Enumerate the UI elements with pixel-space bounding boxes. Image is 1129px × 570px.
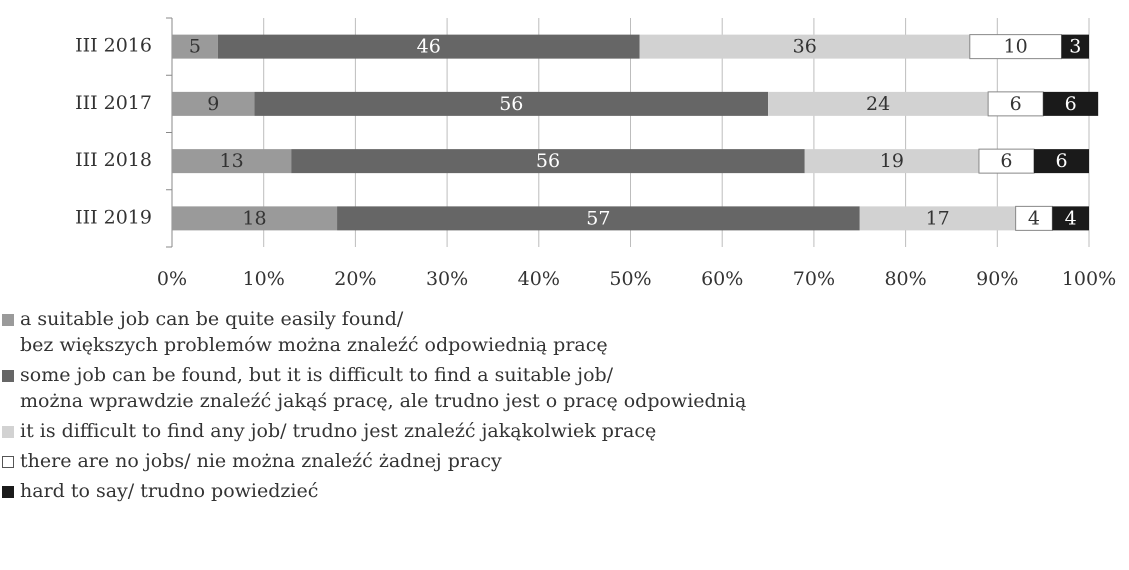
- chart: 0% 10% 20% 30% 40% 50% 60% 70% 80% 90% 100% III 201…: [75, 17, 1116, 290]
- bar-segment: [291, 149, 805, 174]
- legend-swatch: [2, 426, 14, 438]
- x-tick-label: 30%: [426, 268, 468, 290]
- value-label: 24: [866, 93, 890, 115]
- y-tick-label: III 2016: [75, 35, 152, 57]
- x-tick-label: 20%: [334, 268, 376, 290]
- bar-segment: [804, 149, 979, 174]
- legend-item: some job can be found, but it is difficu…: [0, 362, 1129, 414]
- value-label: 10: [1004, 36, 1028, 58]
- x-tick-label: 90%: [976, 268, 1018, 290]
- value-label: 18: [242, 207, 266, 229]
- legend-item: a suitable job can be quite easily found…: [0, 306, 1129, 358]
- value-label: 57: [586, 207, 610, 229]
- bar-segment: [172, 206, 338, 231]
- value-label: 9: [207, 93, 219, 115]
- bar-segment: [1015, 205, 1053, 231]
- value-label: 4: [1065, 207, 1077, 229]
- value-label: 6: [1055, 150, 1067, 172]
- legend-swatch: [2, 456, 14, 468]
- legend-label: a suitable job can be quite easily found…: [20, 308, 608, 356]
- legend-item: there are no jobs/ nie można znaleźć żad…: [0, 448, 1129, 474]
- legend-swatch: [2, 370, 14, 382]
- x-tick-label: 0%: [157, 268, 187, 290]
- bar-segment: [1061, 34, 1089, 59]
- y-tick-label: III 2018: [75, 149, 152, 171]
- value-label: 5: [189, 36, 201, 58]
- legend-swatch: [2, 486, 14, 498]
- x-tick-label: 60%: [701, 268, 743, 290]
- bar-segment: [1033, 149, 1089, 174]
- legend: a suitable job can be quite easily found…: [0, 306, 1129, 508]
- x-tick-label: 100%: [1062, 268, 1116, 290]
- value-label: 13: [220, 150, 244, 172]
- value-label: 17: [926, 207, 950, 229]
- legend-label: hard to say/ trudno powiedzieć: [20, 480, 319, 502]
- value-label: 6: [1010, 93, 1022, 115]
- legend-label: there are no jobs/ nie można znaleźć żad…: [20, 450, 502, 472]
- value-label: 6: [1000, 150, 1012, 172]
- x-tick-label: 40%: [518, 268, 560, 290]
- value-label: 6: [1065, 93, 1077, 115]
- x-tick-label: 50%: [609, 268, 651, 290]
- value-label: 56: [536, 150, 560, 172]
- bar-segment: [1052, 206, 1089, 231]
- value-label: 19: [880, 150, 904, 172]
- legend-label: it is difficult to find any job/ trudno …: [20, 420, 657, 442]
- bar-segment: [217, 34, 640, 59]
- legend-item: hard to say/ trudno powiedzieć: [0, 478, 1129, 504]
- y-tick-label: III 2019: [75, 206, 152, 228]
- value-label: 36: [793, 36, 817, 58]
- value-label: 4: [1028, 207, 1040, 229]
- x-tick-label: 10%: [243, 268, 285, 290]
- bar-segment: [969, 34, 1062, 60]
- legend-item: it is difficult to find any job/ trudno …: [0, 418, 1129, 444]
- bar-segment: [859, 206, 1016, 231]
- bar-segment: [639, 34, 970, 59]
- x-tick-label: 70%: [793, 268, 835, 290]
- bar-segment: [1043, 91, 1099, 116]
- bar-segment: [172, 34, 218, 59]
- bar-segment: [172, 91, 255, 116]
- y-tick-label: III 2017: [75, 92, 152, 114]
- value-label: 56: [499, 93, 523, 115]
- value-label: 3: [1069, 36, 1081, 58]
- legend-swatch: [2, 314, 14, 326]
- legend-label: some job can be found, but it is difficu…: [20, 364, 747, 412]
- bar-segment: [768, 91, 989, 116]
- x-tick-label: 80%: [884, 268, 926, 290]
- value-label: 46: [417, 36, 441, 58]
- bar-segment: [172, 149, 292, 174]
- bar-segment: [978, 148, 1035, 174]
- bar-segment: [254, 91, 769, 116]
- bar-segment: [337, 206, 860, 231]
